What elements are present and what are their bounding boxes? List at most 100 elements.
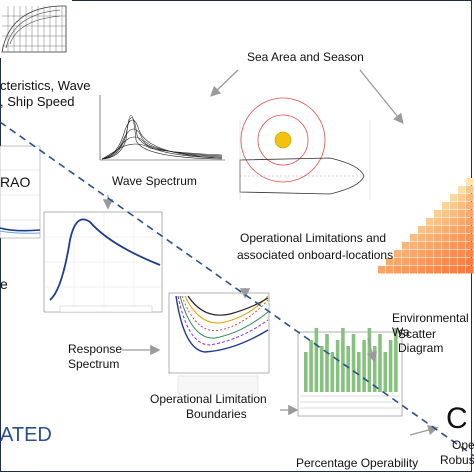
heatmap-cell [450,210,458,218]
ship-lines-plan [0,0,72,58]
operability-bar [383,352,388,392]
heatmap-cell [434,210,442,218]
scatter-diagram-heatmap [378,178,474,274]
heatmap-cell [450,266,458,274]
heatmap-cell [426,218,434,226]
flow-arrows [102,69,439,436]
heatmap-cell [466,250,474,258]
label-olb-2: Boundaries [186,407,247,421]
label-top-left-2: , Ship Speed [0,94,75,109]
heatmap-cell [442,266,450,274]
operability-bar [388,340,393,392]
heatmap-cell [426,234,434,242]
heatmap-cell [378,266,386,274]
heatmap-cell [434,258,442,266]
label-right-bottom-1: Ope [452,438,474,452]
heatmap-cell [386,258,394,266]
response-spectrum-plot [43,211,163,313]
operability-bar [357,352,361,392]
operability-bar [372,346,377,392]
heatmap-cell [466,226,474,234]
heatmap-cell [434,266,442,274]
label-pct-operability: Percentage Operability [296,456,419,470]
heatmap-cell [450,234,458,242]
label-sea-area: Sea Area and Season [247,50,364,64]
label-response-2: Spectrum [68,357,120,371]
operability-bar [325,334,329,392]
heatmap-cell [450,242,458,250]
heatmap-cell [458,266,466,274]
label-olb-1: Operational Limitation [150,392,267,406]
heatmap-cell [386,266,394,274]
rao-plot [0,145,41,239]
label-response-1: Response [68,342,123,356]
heatmap-cell [466,202,474,210]
operability-bar [341,328,345,392]
operability-bar [351,334,356,392]
heatmap-cell [450,250,458,258]
heatmap-cell [394,258,402,266]
heatmap-cell [466,210,474,218]
heatmap-cell [426,266,434,274]
heatmap-cell [466,234,474,242]
wave-spectrum-plot [99,95,225,161]
heatmap-cell [410,258,418,266]
heatmap-cell [458,202,466,210]
heatmap-cell [402,250,410,258]
operability-bar [362,340,366,392]
heatmap-cell [442,202,450,210]
heatmap-cell [434,226,442,234]
operability-bar-chart [297,328,403,417]
heatmap-cell [418,258,426,266]
heatmap-cell [426,250,434,258]
label-big-c: C [446,402,468,435]
heatmap-cell [458,250,466,258]
heatmap-cell [442,250,450,258]
heatmap-cell [418,226,426,234]
label-env-2: Scatter Diagram [398,327,444,355]
operability-bar [304,352,308,392]
heatmap-cell [458,242,466,250]
heatmap-cell [442,226,450,234]
heatmap-cell [394,250,402,258]
heatmap-cell [402,258,410,266]
ship-locations-plot [234,97,374,215]
dashed-divider [0,121,474,457]
heatmap-cell [458,210,466,218]
operability-bar [394,328,398,392]
heatmap-cell [442,258,450,266]
label-top-left-1: cteristics, Wave [0,78,91,93]
operability-bar [319,346,324,392]
label-oper-limits-1: Operational Limitations and [240,231,387,245]
heatmap-cell [442,218,450,226]
operability-bar [309,340,313,392]
heatmap-cell [442,242,450,250]
label-env-1: Environmental Wa [392,311,469,339]
label-left-edge: e [0,276,8,292]
heatmap-cell [450,194,458,202]
label-wave-spectrum: Wave Spectrum [112,174,197,188]
heatmap-cell [466,258,474,266]
operability-bar [367,328,372,392]
heatmap-cell [418,234,426,242]
heatmap-cell [402,266,410,274]
heatmap-cell [434,218,442,226]
heatmap-cell [466,186,474,194]
heatmap-cell [458,218,466,226]
heatmap-cell [410,242,418,250]
heatmap-cell [450,218,458,226]
heatmap-cell [466,178,474,186]
heatmap-cell [426,258,434,266]
label-oper-limits-2: associated onboard-locations [237,248,394,262]
heatmap-cell [410,266,418,274]
operability-bar [330,352,335,392]
heatmap-cell [466,242,474,250]
heatmap-cell [418,250,426,258]
operability-bar [314,328,319,392]
operability-bar [335,340,340,392]
heatmap-cell [458,194,466,202]
heatmap-cell [418,266,426,274]
heatmap-cell [458,226,466,234]
heatmap-cell [466,194,474,202]
heatmap-cell [466,218,474,226]
